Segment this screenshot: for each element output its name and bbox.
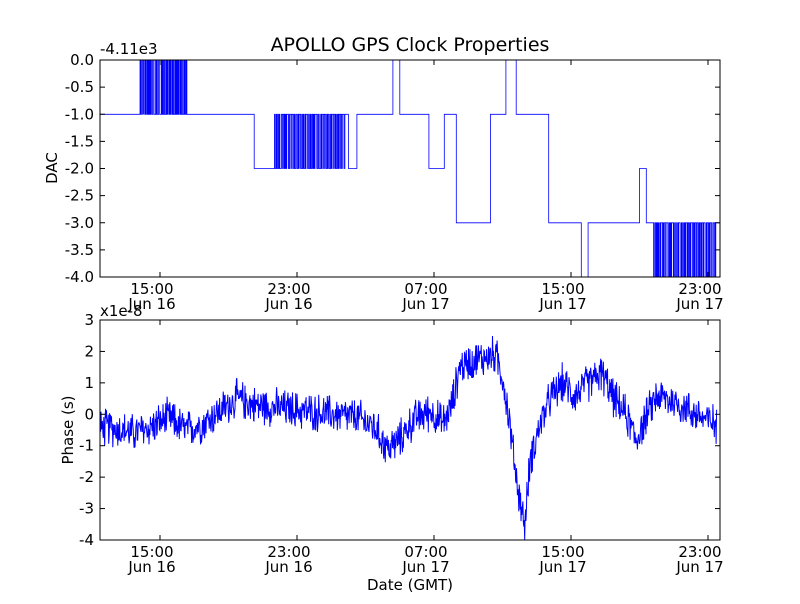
x-tick-label-time: 23:00	[267, 280, 310, 298]
y-tick-label: -4.0	[65, 268, 94, 286]
y-tick-label: 0.0	[70, 51, 94, 69]
dac-y-axis-label: DAC	[43, 152, 61, 184]
dac-offset-text: -4.11e3	[100, 40, 158, 58]
x-tick-label-time: 23:00	[678, 543, 721, 561]
y-tick-label: -3	[79, 500, 94, 518]
dac-plot-area	[100, 60, 720, 277]
x-tick-label-time: 15:00	[130, 280, 173, 298]
y-tick-label: 0	[84, 405, 94, 423]
y-tick-label: -3.0	[65, 214, 94, 232]
x-tick-label-date: Jun 17	[538, 295, 586, 313]
x-tick-label-date: Jun 16	[127, 295, 175, 313]
x-tick-label-time: 15:00	[541, 543, 584, 561]
x-tick-label-time: 15:00	[541, 280, 584, 298]
x-tick-label-date: Jun 17	[401, 558, 449, 576]
x-tick-label-date: Jun 17	[675, 558, 723, 576]
phase-y-axis-label: Phase (s)	[59, 395, 77, 464]
y-tick-label: 2	[84, 342, 94, 360]
x-tick-label-time: 23:00	[267, 543, 310, 561]
y-tick-label: 3	[84, 311, 94, 329]
dac-panel: 0.0 -0.5 -1.0 -1.5 -2.0 -2.5 -3.0 -3.5 -4.0 15:00…	[43, 40, 724, 313]
x-axis-label: Date (GMT)	[367, 576, 453, 594]
y-tick-label: -2.0	[65, 160, 94, 178]
y-tick-label: 1	[84, 374, 94, 392]
y-tick-label: -1.0	[65, 105, 94, 123]
y-tick-label: -2	[79, 468, 94, 486]
phase-series-group	[99, 335, 718, 541]
y-tick-label: -2.5	[65, 187, 94, 205]
x-tick-label-date: Jun 17	[538, 558, 586, 576]
dac-axes: 0.0 -0.5 -1.0 -1.5 -2.0 -2.5 -3.0 -3.5 -4.0 15:00…	[65, 51, 724, 313]
x-tick-label-time: 23:00	[678, 280, 721, 298]
x-tick-label-date: Jun 16	[264, 295, 312, 313]
y-tick-label: -3.5	[65, 241, 94, 259]
x-tick-label-date: Jun 16	[264, 558, 312, 576]
phase-series-line	[99, 335, 718, 541]
y-tick-label: -1	[79, 437, 94, 455]
y-tick-label: -0.5	[65, 78, 94, 96]
x-tick-label-time: 07:00	[404, 280, 447, 298]
x-tick-label-date: Jun 17	[401, 295, 449, 313]
x-tick-label-date: Jun 16	[127, 558, 175, 576]
figure-title: APOLLO GPS Clock Properties	[271, 34, 550, 56]
x-tick-label-date: Jun 17	[675, 295, 723, 313]
x-tick-label-time: 07:00	[404, 543, 447, 561]
phase-axes-frame	[99, 319, 721, 541]
phase-offset-text: x1e-8	[100, 302, 143, 320]
y-tick-label: -4	[79, 531, 94, 549]
x-tick-label-time: 15:00	[130, 543, 173, 561]
y-tick-label: -1.5	[65, 132, 94, 150]
